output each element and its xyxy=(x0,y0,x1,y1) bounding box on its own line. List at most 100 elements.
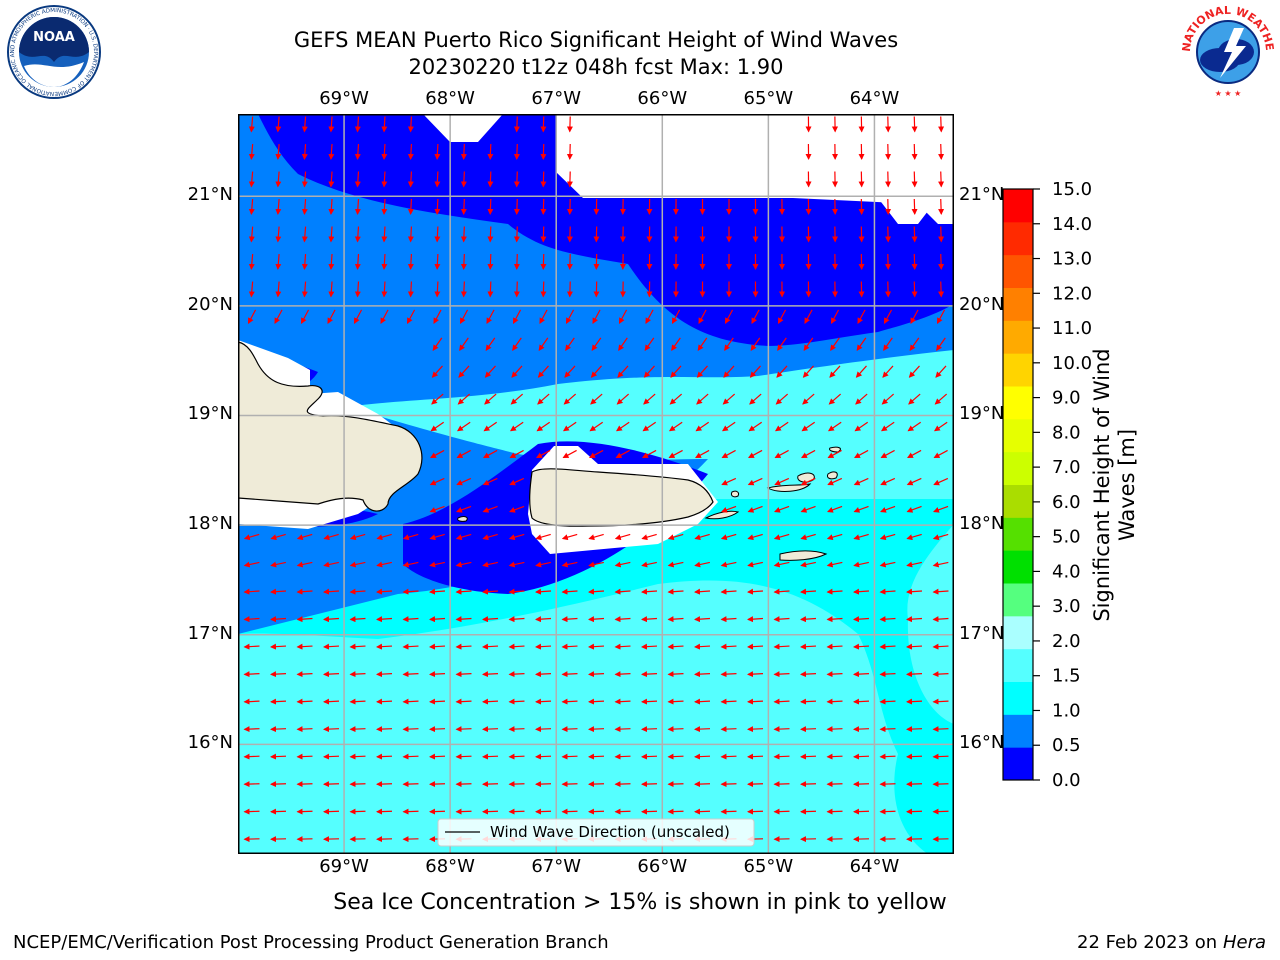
wave-direction-arrow xyxy=(429,698,446,705)
wave-direction-arrow xyxy=(430,449,445,459)
wave-direction-arrow xyxy=(668,449,683,459)
wave-direction-arrow xyxy=(641,753,658,760)
wave-direction-arrow xyxy=(774,477,790,486)
wave-direction-arrow xyxy=(296,698,313,705)
wave-direction-arrow xyxy=(853,533,869,541)
wave-direction-arrow xyxy=(589,449,604,459)
wave-direction-arrow xyxy=(270,726,287,733)
wave-direction-arrow xyxy=(906,477,922,486)
wave-direction-arrow xyxy=(275,253,282,270)
wave-direction-arrow xyxy=(275,171,282,188)
wave-direction-arrow xyxy=(248,116,255,133)
wave-direction-arrow xyxy=(243,533,260,541)
wave-direction-arrow xyxy=(614,726,631,733)
wave-direction-arrow xyxy=(883,337,893,351)
wave-direction-arrow xyxy=(667,698,684,705)
wave-direction-arrow xyxy=(301,226,308,243)
wave-direction-arrow xyxy=(724,337,734,351)
wave-direction-arrow xyxy=(296,726,313,733)
left-lat-label: 20°N xyxy=(187,293,233,315)
wave-direction-arrow xyxy=(615,449,630,459)
wave-direction-arrow xyxy=(376,533,392,541)
wave-direction-arrow xyxy=(248,281,255,298)
wave-direction-arrow xyxy=(694,533,710,541)
wave-direction-arrow xyxy=(323,726,340,733)
wave-direction-arrow xyxy=(588,616,605,623)
wave-direction-arrow xyxy=(482,781,499,788)
wave-direction-arrow xyxy=(459,309,469,324)
wave-direction-arrow xyxy=(482,505,498,513)
wave-direction-arrow xyxy=(243,588,260,595)
wave-direction-arrow xyxy=(537,365,549,378)
wave-direction-arrow xyxy=(508,561,525,568)
wave-direction-arrow xyxy=(773,726,790,733)
wave-direction-arrow xyxy=(482,561,498,568)
wave-direction-arrow xyxy=(773,588,790,595)
wave-direction-arrow xyxy=(879,561,896,568)
wave-direction-arrow xyxy=(459,337,469,351)
graticule xyxy=(238,114,954,854)
wave-direction-arrow xyxy=(667,561,684,568)
wave-direction-arrow xyxy=(906,671,923,678)
wave-direction-arrow xyxy=(667,671,684,678)
wave-direction-arrow xyxy=(773,781,790,788)
wave-direction-arrow xyxy=(270,616,287,623)
wave-direction-arrow xyxy=(641,616,658,623)
wave-direction-arrow xyxy=(323,616,340,623)
wave-direction-arrow xyxy=(429,753,446,760)
colorbar-tick-label: 14.0 xyxy=(1052,214,1092,235)
colorbar-band xyxy=(1003,484,1033,518)
wave-direction-arrow xyxy=(349,643,366,650)
wave-direction-arrow xyxy=(641,561,657,568)
wave-direction-arrow xyxy=(694,588,711,595)
colorbar-tick-label: 2.0 xyxy=(1052,631,1081,652)
wave-direction-arrow xyxy=(431,393,444,405)
wave-direction-arrow xyxy=(906,698,923,705)
wave-direction-arrow xyxy=(645,309,654,324)
wave-direction-arrow xyxy=(381,281,388,298)
wave-direction-arrow xyxy=(513,198,520,215)
wave-direction-arrow xyxy=(747,781,764,788)
wave-direction-arrow xyxy=(487,253,494,270)
wave-direction-arrow xyxy=(328,253,335,270)
wave-direction-arrow xyxy=(561,588,578,595)
wave-direction-arrow xyxy=(879,533,896,541)
wave-direction-arrow xyxy=(856,337,867,351)
wave-direction-arrow xyxy=(588,753,605,760)
top-lon-label: 69°W xyxy=(319,88,369,109)
wave-direction-arrow xyxy=(880,421,895,432)
wave-direction-arrow xyxy=(561,753,578,760)
wave-direction-arrow xyxy=(248,226,255,243)
wave-direction-arrow xyxy=(747,698,764,705)
wave-direction-arrow xyxy=(591,337,602,351)
wave-direction-arrow xyxy=(376,753,393,760)
noaa-logo: NATIONAL OCEANIC AND ATMOSPHERIC ADMINIS… xyxy=(4,4,101,99)
wave-direction-arrow xyxy=(354,226,361,243)
wave-direction-arrow xyxy=(455,533,472,541)
wave-direction-arrow xyxy=(906,533,922,541)
wave-direction-arrow xyxy=(938,281,945,298)
wave-direction-arrow xyxy=(668,421,683,432)
wave-direction-arrow xyxy=(561,781,578,788)
wave-direction-arrow xyxy=(695,449,710,459)
wave-direction-arrow xyxy=(826,561,843,568)
wave-direction-arrow xyxy=(932,753,949,760)
top-lon-label: 67°W xyxy=(531,88,582,109)
wave-direction-arrow xyxy=(376,616,393,623)
wave-direction-arrow xyxy=(800,505,816,513)
wave-direction-arrow xyxy=(349,726,366,733)
wave-direction-arrow xyxy=(932,698,949,705)
colorbar-band xyxy=(1003,386,1033,420)
wave-direction-arrow xyxy=(671,309,681,324)
wave-direction-arrow xyxy=(354,253,361,270)
wave-direction-arrow xyxy=(512,337,522,351)
wave-direction-arrow xyxy=(826,533,843,541)
wave-direction-arrow xyxy=(747,477,763,486)
wave-direction-arrow xyxy=(561,533,578,541)
wave-direction-arrow xyxy=(508,616,525,623)
wave-direction-arrow xyxy=(407,171,414,188)
wave-direction-arrow xyxy=(561,726,578,733)
wave-direction-arrow xyxy=(354,171,361,188)
top-lon-label: 66°W xyxy=(637,88,688,109)
wave-direction-arrow xyxy=(561,643,578,650)
